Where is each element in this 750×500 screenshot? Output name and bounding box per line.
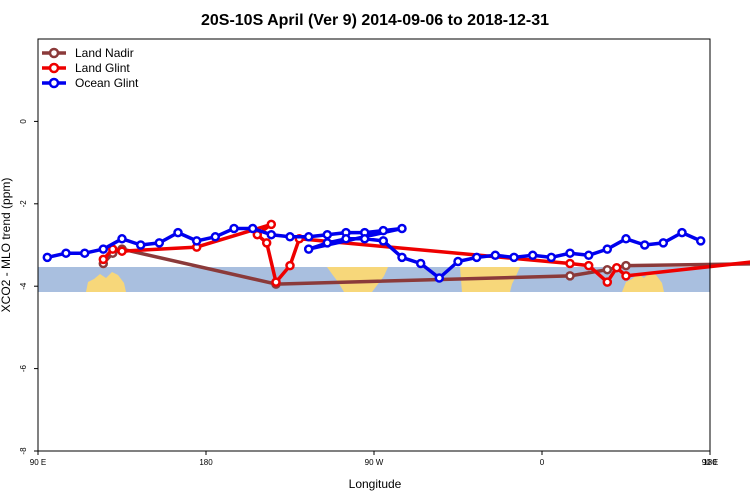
land-australia-2	[622, 272, 664, 292]
x-axis-label: Longitude	[349, 477, 402, 491]
data-point	[117, 246, 127, 256]
data-point	[602, 244, 613, 254]
series-line-1	[102, 222, 750, 284]
x-tick-label: 90 W	[365, 458, 384, 467]
series-1	[98, 219, 750, 287]
data-point	[611, 262, 622, 273]
y-tick-label: -8	[19, 447, 28, 455]
data-point	[602, 277, 613, 287]
x-tick-label: 90 E	[702, 458, 718, 467]
y-axis-label: XCO2 - MLO trend (ppm)	[0, 178, 13, 313]
data-point	[602, 264, 613, 275]
data-point	[261, 238, 272, 248]
data-point	[341, 234, 351, 244]
data-point	[565, 258, 575, 269]
data-point	[490, 250, 501, 261]
legend-item: Land Glint	[42, 61, 130, 75]
data-point	[434, 273, 445, 283]
data-point	[639, 240, 650, 250]
data-point	[677, 227, 687, 238]
legend-swatch-marker	[48, 47, 60, 59]
data-point	[583, 250, 594, 261]
data-point	[378, 236, 389, 246]
x-tick-label: 90 E	[30, 458, 46, 467]
data-point	[527, 250, 538, 261]
legend-label: Land Nadir	[75, 46, 134, 60]
data-point	[658, 238, 669, 248]
x-tick-label: 0	[540, 458, 545, 467]
legend-item: Ocean Glint	[42, 76, 139, 90]
data-point	[359, 234, 370, 244]
data-point	[471, 252, 482, 263]
data-point	[509, 252, 519, 263]
data-point	[565, 248, 575, 258]
data-point	[42, 252, 53, 263]
data-point	[621, 260, 631, 271]
y-axis: -8 -6 -4 -2 0	[19, 119, 38, 455]
data-point	[271, 277, 281, 287]
data-point	[397, 252, 407, 263]
data-point	[191, 236, 202, 246]
data-point	[247, 223, 258, 234]
x-tick-label: 180	[199, 458, 213, 467]
data-point	[565, 271, 575, 281]
data-point	[303, 232, 314, 242]
data-point	[266, 219, 277, 230]
data-point	[303, 244, 314, 254]
data-point	[546, 252, 557, 263]
data-point	[154, 238, 165, 248]
data-point	[210, 232, 221, 242]
data-point	[173, 227, 183, 238]
data-point	[135, 240, 146, 250]
legend-swatch-marker	[48, 62, 60, 74]
data-point	[285, 260, 295, 271]
data-point	[229, 223, 239, 234]
land-south-america	[327, 267, 388, 292]
data-point	[79, 248, 90, 258]
data-point	[583, 260, 594, 271]
series-2	[42, 223, 706, 283]
data-point	[695, 236, 706, 246]
data-point	[322, 238, 333, 248]
legend-label: Land Glint	[75, 61, 130, 75]
y-tick-label: 0	[19, 119, 28, 124]
plot-area	[42, 219, 750, 289]
chart-title: 20S-10S April (Ver 9) 2014-09-06 to 2018…	[201, 12, 549, 29]
data-point	[415, 258, 426, 269]
data-point	[322, 229, 333, 240]
legend-label: Ocean Glint	[75, 76, 139, 90]
y-tick-label: -4	[19, 282, 28, 290]
data-point	[266, 229, 277, 240]
data-point	[98, 254, 109, 265]
y-tick-label: -2	[19, 200, 28, 208]
y-tick-label: -6	[19, 364, 28, 372]
data-point	[61, 248, 71, 258]
data-point	[378, 225, 389, 236]
data-point	[453, 256, 463, 267]
legend-swatch-marker	[48, 77, 60, 89]
data-point	[621, 271, 631, 281]
data-point	[285, 232, 295, 242]
data-point	[621, 234, 631, 244]
data-point	[117, 234, 127, 244]
data-point	[98, 244, 109, 254]
legend-item: Land Nadir	[42, 46, 134, 60]
data-point	[397, 223, 407, 234]
x-tick-label: 180	[703, 458, 717, 467]
land-australia-1	[86, 272, 126, 292]
